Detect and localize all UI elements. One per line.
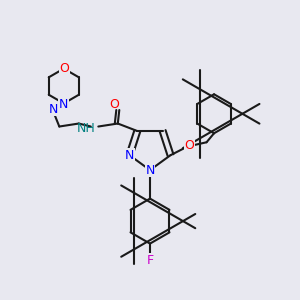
Text: O: O [59, 61, 69, 74]
Text: N: N [49, 103, 58, 116]
Text: N: N [58, 98, 68, 110]
Text: N: N [125, 149, 134, 162]
Text: O: O [184, 140, 194, 152]
Text: F: F [146, 254, 154, 267]
Text: N: N [145, 164, 155, 177]
Text: O: O [109, 98, 119, 111]
Text: NH: NH [76, 122, 95, 134]
